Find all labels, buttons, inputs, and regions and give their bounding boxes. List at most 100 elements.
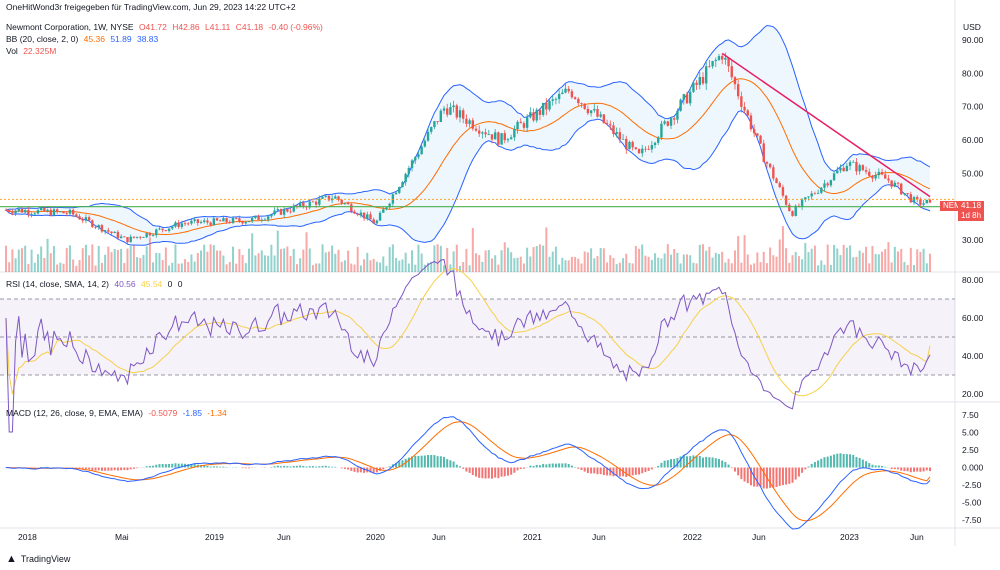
candle-body (509, 137, 513, 140)
volume-bar (148, 237, 151, 272)
macd-histogram-bar (468, 467, 471, 473)
candle-body (356, 213, 359, 215)
volume-bar (158, 253, 161, 272)
candle-body (23, 210, 27, 213)
macd-histogram-bar (762, 467, 765, 489)
macd-histogram-bar (327, 466, 330, 468)
volume-bar (321, 244, 324, 272)
rsi-extra-2: 0 (177, 279, 183, 289)
candle-body (736, 84, 740, 97)
volume-bar (679, 263, 682, 272)
volume-bar (567, 260, 570, 272)
candle-body (244, 222, 247, 224)
candle-body (116, 231, 120, 239)
volume-bar (705, 250, 708, 272)
volume-bar (500, 250, 503, 272)
volume-bar (794, 252, 797, 272)
macd-legend[interactable]: MACD (12, 26, close, 9, EMA, EMA) -0.507… (6, 408, 230, 418)
candle-body (350, 204, 353, 212)
rsi-line (5, 258, 931, 433)
volume-bar (625, 253, 628, 272)
candle-body (439, 110, 443, 122)
volume-bar (481, 261, 484, 272)
candle-body (593, 109, 596, 111)
candle-body (161, 228, 164, 231)
macd-histogram-bar (842, 453, 845, 468)
rsi-value: 40.56 (114, 279, 136, 289)
candle-body (369, 214, 372, 220)
volume-bar (276, 230, 279, 272)
candle-body (132, 236, 136, 238)
candle-body (704, 66, 708, 84)
volume-bar (909, 247, 912, 272)
macd-histogram-bar (794, 467, 797, 480)
volume-bar (372, 258, 375, 272)
volume-bar (206, 251, 209, 272)
candle-body (119, 236, 123, 239)
macd-histogram-bar (647, 467, 650, 471)
bb-legend[interactable]: BB (20, close, 2, 0) 45.36 51.89 38.83 (6, 34, 161, 44)
volume-bar (925, 263, 928, 272)
candle-body (250, 217, 254, 222)
macd-histogram-bar (676, 458, 679, 468)
macd-histogram-bar (906, 467, 909, 472)
volume-bar (251, 233, 254, 272)
volume-bar (756, 252, 759, 272)
volume-bar (49, 253, 52, 272)
macd-histogram-bar (494, 467, 497, 478)
macd-histogram-bar (522, 467, 525, 469)
candle-body (810, 193, 813, 197)
volume-bar (209, 244, 212, 272)
macd-histogram-bar (465, 467, 468, 472)
volume-bar (468, 265, 471, 272)
macd-histogram-bar (110, 467, 113, 471)
candle-body (193, 219, 196, 221)
volume-bar (583, 251, 586, 272)
macd-histogram-bar (682, 455, 685, 468)
volume-bar (401, 259, 404, 272)
macd-histogram-bar (417, 455, 420, 468)
candle-body (260, 219, 263, 221)
candle-body (241, 221, 244, 224)
volume-bar (570, 256, 573, 272)
volume-bar (622, 258, 625, 272)
x-tick-label: 2022 (683, 532, 702, 542)
macd-histogram-bar (334, 466, 337, 468)
macd-histogram-bar (548, 463, 551, 468)
macd-histogram-bar (583, 467, 586, 472)
volume-bar (558, 264, 561, 272)
macd-histogram-bar (200, 465, 203, 468)
candle-body (235, 217, 238, 219)
downtrend-line (721, 52, 931, 198)
candle-body (219, 220, 222, 222)
rsi-legend[interactable]: RSI (14, close, SMA, 14, 2) 40.56 45.54 … (6, 279, 186, 289)
volume-bar (443, 265, 446, 272)
volume-bar (379, 262, 382, 272)
candle-body (372, 219, 375, 224)
candle-body (286, 208, 289, 212)
symbol-title[interactable]: Newmont Corporation, 1W, NYSE (6, 22, 134, 32)
volume-bar (484, 250, 487, 272)
candle-body (423, 140, 427, 147)
candle-body (203, 220, 206, 223)
macd-histogram-bar (363, 467, 366, 473)
candle-body (784, 195, 788, 205)
volume-bar (698, 244, 701, 272)
volume-bar (564, 260, 567, 272)
candle-body (596, 109, 599, 117)
volume-bar (474, 253, 477, 272)
volume-bar (222, 255, 225, 272)
candle-body (829, 180, 833, 186)
candle-body (84, 217, 88, 221)
volume-bar (852, 257, 855, 272)
macd-histogram-bar (474, 467, 477, 477)
macd-histogram-bar (877, 465, 880, 468)
candle-body (522, 123, 526, 128)
candle-body (481, 132, 484, 134)
volume-bar (874, 253, 877, 272)
volume-bar (765, 263, 768, 272)
volume-bar (644, 255, 647, 272)
tradingview-logo[interactable]: ▲ TradingView (6, 553, 70, 565)
vol-legend[interactable]: Vol 22.325M (6, 46, 59, 56)
